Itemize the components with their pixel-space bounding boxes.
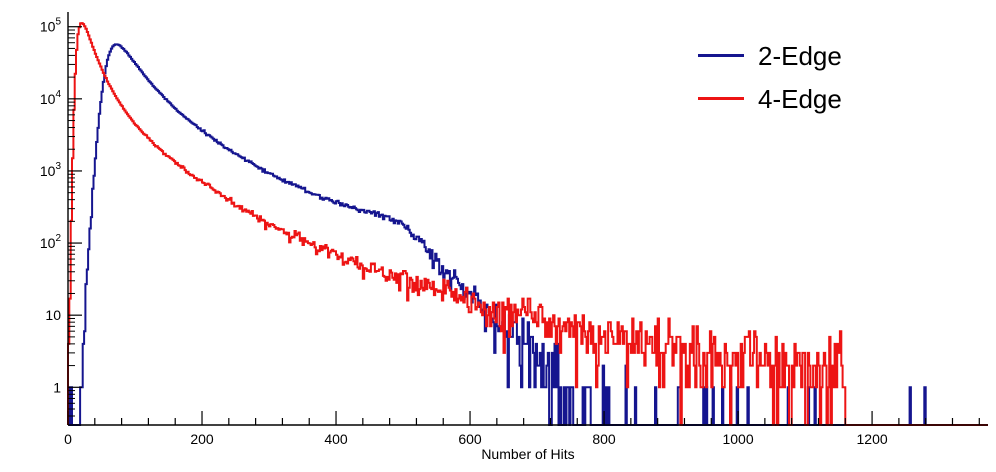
x-axis-tick-label: 0 bbox=[64, 431, 72, 447]
legend-entry-2-edge: 2-Edge bbox=[698, 34, 842, 77]
x-axis-tick-label: 800 bbox=[592, 431, 616, 447]
x-axis-tick-label: 400 bbox=[324, 431, 348, 447]
y-axis-tick-label: 102 bbox=[40, 233, 62, 251]
series-line-4-edge bbox=[67, 22, 988, 426]
legend-line-sample-2-edge bbox=[698, 54, 744, 57]
x-axis-tick-label: 200 bbox=[190, 431, 214, 447]
y-axis-tick-label: 105 bbox=[40, 17, 62, 35]
y-axis-tick-label: 1 bbox=[53, 379, 61, 395]
legend-entry-4-edge: 4-Edge bbox=[698, 77, 842, 120]
x-axis-title: Number of Hits bbox=[481, 446, 575, 462]
legend-line-sample-4-edge bbox=[698, 97, 744, 100]
legend-label-2-edge: 2-Edge bbox=[758, 40, 842, 71]
legend-label-4-edge: 4-Edge bbox=[758, 83, 842, 114]
legend: 2-Edge 4-Edge bbox=[698, 34, 842, 120]
x-axis-tick-label: 600 bbox=[458, 431, 482, 447]
y-axis-tick-label: 10 bbox=[45, 307, 61, 323]
y-axis-tick-label: 104 bbox=[40, 89, 62, 107]
series-line-2-edge bbox=[67, 43, 988, 426]
x-axis-tick-label: 1000 bbox=[722, 431, 753, 447]
y-axis-tick-label: 103 bbox=[40, 161, 62, 179]
x-axis-tick-label: 1200 bbox=[857, 431, 888, 447]
